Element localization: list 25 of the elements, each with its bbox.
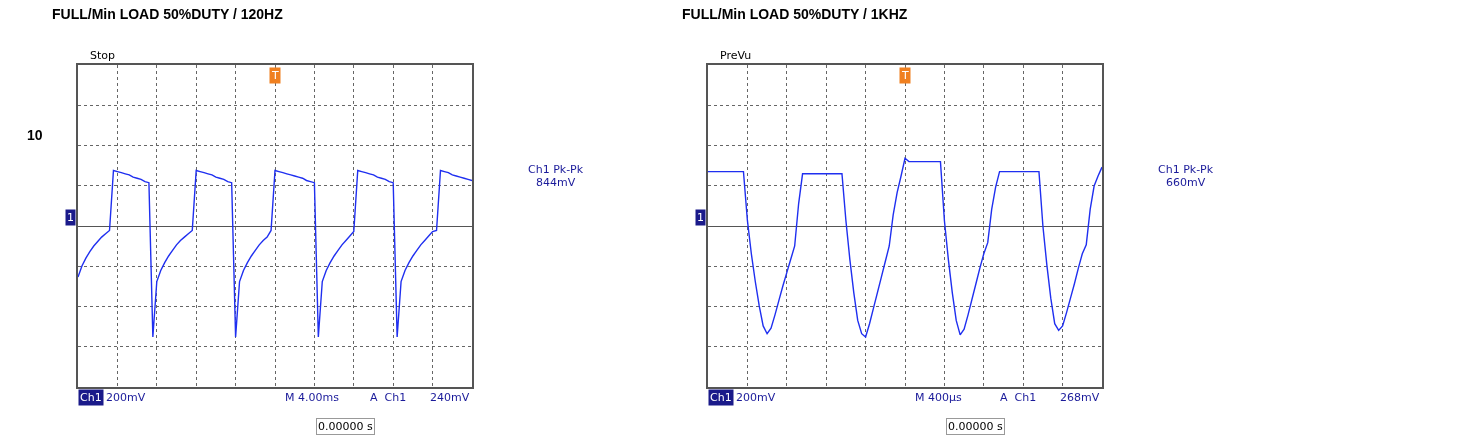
text: M 4.00ms bbox=[285, 391, 340, 404]
text: Ch1 bbox=[710, 391, 732, 404]
text: 200mV bbox=[106, 391, 146, 404]
text: Stop bbox=[90, 49, 116, 62]
text: Ch1 Pk-Pk bbox=[1158, 163, 1214, 176]
text: 1 bbox=[67, 211, 74, 224]
text: 10 bbox=[27, 127, 43, 143]
text: 0.00000 s bbox=[948, 420, 1003, 433]
text: 268mV bbox=[1060, 391, 1100, 404]
text: T bbox=[271, 69, 279, 82]
chart-title: FULL/Min LOAD 50%DUTY / 120HZ bbox=[52, 6, 284, 22]
chart-title: FULL/Min LOAD 50%DUTY / 1KHZ bbox=[682, 6, 908, 22]
text: Ch1 bbox=[80, 391, 102, 404]
text: T bbox=[901, 69, 909, 82]
text: 844mV bbox=[536, 176, 576, 189]
text: 660mV bbox=[1166, 176, 1206, 189]
text: 1 bbox=[697, 211, 704, 224]
text: 240mV bbox=[430, 391, 470, 404]
text: PreVu bbox=[720, 49, 752, 62]
text: A Ch1 bbox=[370, 391, 407, 404]
text: 0.00000 s bbox=[318, 420, 373, 433]
text: 200mV bbox=[736, 391, 776, 404]
text: M 400µs bbox=[915, 391, 962, 404]
text: Ch1 Pk-Pk bbox=[528, 163, 584, 176]
text: A Ch1 bbox=[1000, 391, 1037, 404]
